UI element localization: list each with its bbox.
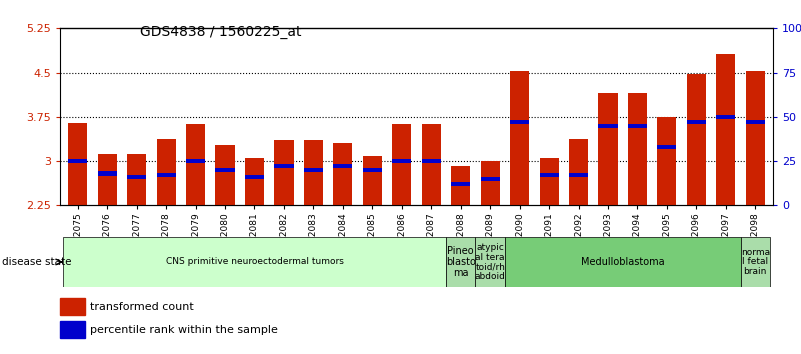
Text: disease state: disease state — [2, 257, 71, 267]
Bar — [156, 173, 175, 177]
FancyBboxPatch shape — [63, 237, 446, 287]
Bar — [686, 74, 706, 205]
Bar — [569, 139, 588, 205]
Bar — [275, 141, 293, 205]
Bar — [275, 164, 293, 169]
Text: Medulloblastoma: Medulloblastoma — [581, 257, 665, 267]
Bar — [245, 175, 264, 179]
FancyBboxPatch shape — [446, 237, 476, 287]
Bar — [510, 120, 529, 124]
Bar — [540, 173, 558, 177]
Text: percentile rank within the sample: percentile rank within the sample — [91, 325, 278, 335]
Bar — [156, 139, 175, 205]
Bar — [186, 159, 205, 163]
Text: CNS primitive neuroectodermal tumors: CNS primitive neuroectodermal tumors — [166, 257, 344, 267]
Bar — [598, 93, 618, 205]
Bar — [98, 171, 117, 176]
Bar — [333, 143, 352, 205]
Bar — [658, 117, 677, 205]
Bar — [68, 123, 87, 205]
Bar — [68, 159, 87, 163]
Bar — [245, 158, 264, 205]
Bar — [746, 72, 765, 205]
Text: atypic
al tera
toid/rh
abdoid: atypic al tera toid/rh abdoid — [475, 243, 505, 281]
Bar — [186, 125, 205, 205]
FancyBboxPatch shape — [741, 237, 770, 287]
Text: norma
l fetal
brain: norma l fetal brain — [741, 248, 770, 276]
FancyBboxPatch shape — [476, 237, 505, 287]
Bar — [392, 159, 412, 163]
Bar — [304, 168, 323, 172]
Bar — [392, 125, 412, 205]
Bar — [658, 145, 677, 149]
Bar — [481, 161, 500, 205]
Bar — [363, 168, 382, 172]
Text: GDS4838 / 1560225_at: GDS4838 / 1560225_at — [140, 25, 302, 39]
Bar — [215, 144, 235, 205]
Bar — [686, 120, 706, 124]
Bar — [746, 120, 765, 124]
Bar — [598, 124, 618, 128]
Bar — [628, 124, 647, 128]
Bar — [127, 175, 147, 179]
Bar — [421, 159, 441, 163]
Bar — [569, 173, 588, 177]
Bar — [60, 321, 85, 338]
Bar — [363, 156, 382, 205]
Text: Pineo
blasto
ma: Pineo blasto ma — [446, 246, 476, 278]
Bar — [333, 164, 352, 169]
Bar — [215, 168, 235, 172]
Bar — [127, 154, 147, 205]
Bar — [716, 115, 735, 119]
Bar — [451, 182, 470, 186]
Bar — [421, 125, 441, 205]
Bar — [60, 298, 85, 314]
Bar — [481, 177, 500, 181]
Bar — [98, 154, 117, 205]
FancyBboxPatch shape — [505, 237, 741, 287]
Bar — [451, 166, 470, 205]
Bar — [716, 54, 735, 205]
Text: transformed count: transformed count — [91, 302, 194, 312]
Bar — [540, 158, 558, 205]
Bar — [304, 141, 323, 205]
Bar — [628, 93, 647, 205]
Bar — [510, 72, 529, 205]
